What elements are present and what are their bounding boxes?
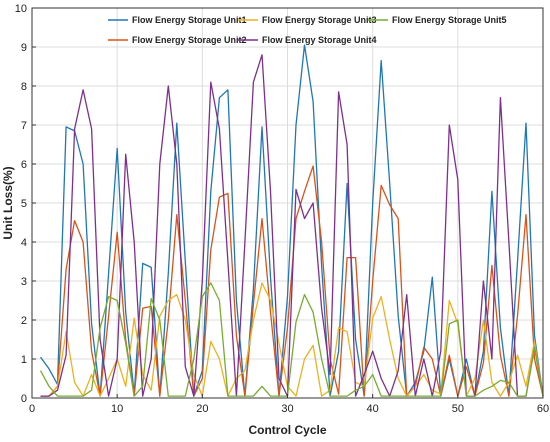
x-tick-label: 10 [111,403,123,415]
y-axis-title: Unit Loss(%) [1,166,15,239]
legend-label-unit2: Flow Energy Storage Unit2 [132,35,247,45]
x-tick-label: 0 [29,403,35,415]
series-line-unit2 [40,165,544,397]
x-axis-title: Control Cycle [248,423,326,437]
grid [31,7,544,399]
x-tick-label: 30 [281,403,293,415]
y-tick-label: 1 [21,354,27,366]
legend: Flow Energy Storage Unit1 Flow Energy Sto… [108,15,507,45]
y-tick-label: 6 [21,159,27,171]
y-tick-label: 7 [21,120,27,132]
legend-label-unit1: Flow Energy Storage Unit1 [132,15,247,25]
y-tick-label: 0 [21,393,27,405]
x-tick-label: 40 [367,403,379,415]
legend-label-unit3: Flow Energy Storage Unit3 [262,15,377,25]
series-line-unit5 [39,282,544,397]
series-lines [39,44,544,397]
series-line-unit1 [39,44,544,397]
ticks: 0 10 20 30 40 50 60 0 1 2 3 4 5 6 7 8 9 10 [15,3,549,415]
y-tick-label: 9 [21,42,27,54]
x-tick-label: 50 [452,403,464,415]
legend-label-unit4: Flow Energy Storage Unit4 [262,35,377,45]
x-tick-label: 60 [537,403,549,415]
y-tick-label: 10 [15,3,27,15]
y-tick-label: 5 [21,198,27,210]
y-tick-label: 8 [21,81,27,93]
legend-label-unit5: Flow Energy Storage Unit5 [392,15,507,25]
x-tick-label: 20 [196,403,208,415]
y-tick-label: 3 [21,276,27,288]
y-tick-label: 4 [21,237,27,249]
series-line-unit4 [40,54,544,397]
y-tick-label: 2 [21,315,27,327]
